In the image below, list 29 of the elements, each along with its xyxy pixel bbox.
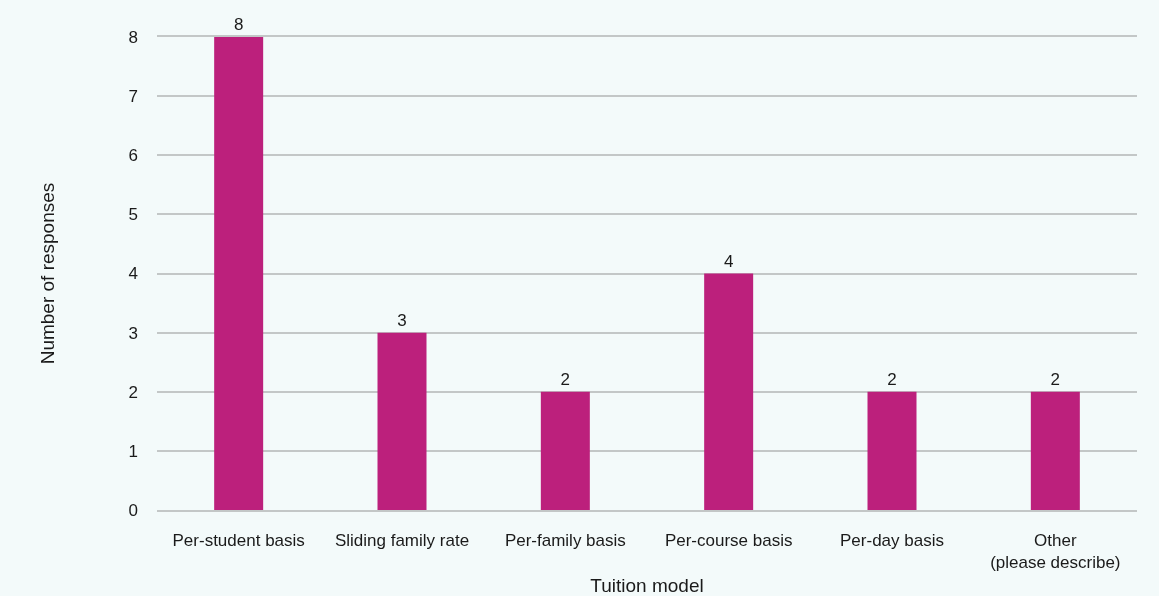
bar — [540, 391, 590, 510]
bar — [214, 37, 264, 510]
x-tick-label: Sliding family rate — [334, 531, 470, 551]
y-tick-label: 0 — [128, 500, 138, 520]
data-label: 2 — [1050, 369, 1061, 389]
y-tick-label: 5 — [128, 205, 138, 225]
y-tick-label: 6 — [128, 146, 138, 166]
bar — [867, 391, 917, 510]
x-axis-title: Tuition model — [590, 575, 704, 596]
y-tick-label: 7 — [128, 87, 138, 107]
x-tick-label: Per-student basis — [172, 531, 305, 551]
data-label: 2 — [560, 369, 571, 389]
x-tick-label: Per-day basis — [840, 531, 944, 551]
bar — [704, 273, 754, 510]
bar — [377, 332, 427, 510]
data-label: 2 — [887, 369, 897, 389]
y-tick-label: 8 — [128, 27, 138, 47]
y-tick-label: 3 — [128, 323, 138, 343]
y-tick-label: 1 — [128, 441, 138, 461]
y-axis-title: Number of responses — [37, 182, 59, 365]
x-tick-label: Per-course basis — [664, 531, 793, 551]
y-tick-label: 4 — [128, 264, 138, 284]
bar — [1030, 391, 1080, 510]
x-tick-label: Other (please describe) — [990, 531, 1121, 573]
y-tick-label: 2 — [128, 382, 138, 402]
data-label: 3 — [397, 310, 407, 330]
data-label: 8 — [233, 15, 244, 34]
x-tick-label: Per-family basis — [504, 531, 626, 551]
data-label: 4 — [723, 251, 734, 271]
